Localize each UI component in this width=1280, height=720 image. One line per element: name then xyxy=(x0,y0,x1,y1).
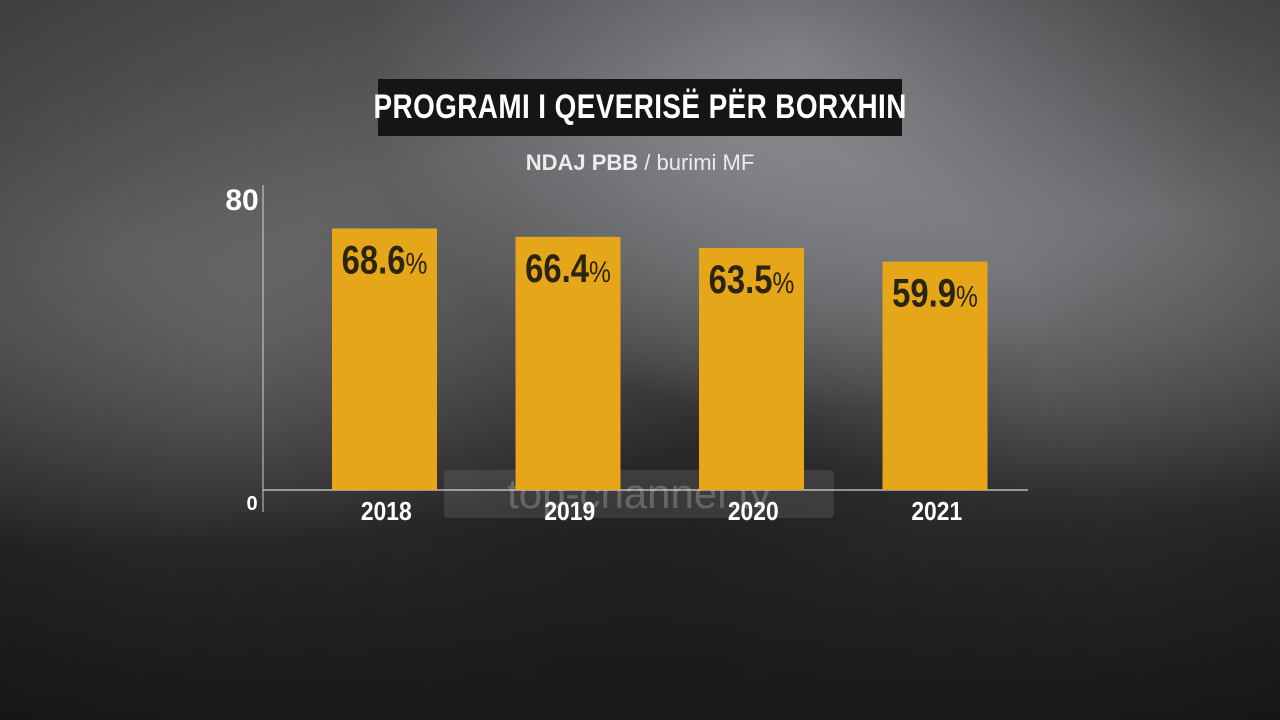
chart-subtitle: NDAJ PBB / burimi MF xyxy=(400,150,880,176)
x-tick-label: 2020 xyxy=(728,498,779,527)
bar-value-label: 59.9% xyxy=(892,271,978,316)
title-box: PROGRAMI I QEVERISË PËR BORXHIN xyxy=(373,79,906,136)
subtitle-source: / burimi MF xyxy=(638,150,755,175)
x-tick-label: 2021 xyxy=(911,498,962,527)
y-tick-label: 80 xyxy=(225,184,258,217)
bar xyxy=(699,247,804,490)
bar-value-label: 63.5% xyxy=(709,257,795,302)
subtitle-strong: NDAJ PBB xyxy=(525,150,639,175)
bar xyxy=(515,236,621,490)
bar xyxy=(332,228,437,490)
chart-title: PROGRAMI I QEVERISË PËR BORXHIN xyxy=(373,88,907,126)
bar-value-label: 66.4% xyxy=(525,246,611,291)
bar-value-label: 68.6% xyxy=(342,237,428,282)
bar xyxy=(882,261,988,490)
x-tick-label: 2018 xyxy=(361,498,412,527)
y-tick-label: 0 xyxy=(246,493,257,515)
x-tick-label: 2019 xyxy=(544,498,595,527)
